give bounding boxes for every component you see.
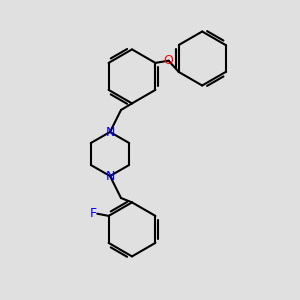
Text: N: N xyxy=(105,125,115,139)
Text: F: F xyxy=(90,207,97,220)
Text: N: N xyxy=(105,169,115,182)
Text: O: O xyxy=(164,54,173,67)
